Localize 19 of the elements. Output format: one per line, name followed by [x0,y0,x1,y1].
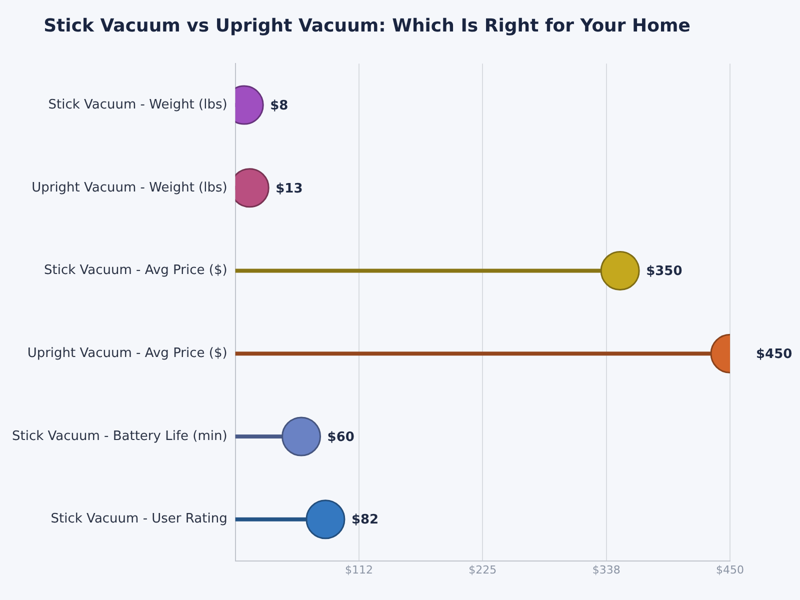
y-tick-label: Stick Vacuum - Weight (lbs) [48,97,228,112]
data-label: $350 [646,264,682,280]
data-label: $82 [351,512,379,528]
x-tick-label: $450 [716,563,744,576]
data-label: $8 [270,98,288,114]
x-tick-label: $225 [468,563,497,576]
data-label: $13 [276,181,303,196]
point [282,416,322,456]
data-label: $60 [327,430,354,445]
y-tick-label: Upright Vacuum - Avg Price ($) [27,346,228,362]
data-label: $450 [756,347,792,362]
y-tick-label: Stick Vacuum - Battery Life (min) [12,428,228,444]
point [306,500,346,540]
chart-title: Stick Vacuum vs Upright Vacuum: Which Is Right for Your Home [44,15,690,36]
y-tick-label: Stick Vacuum - Avg Price ($) [44,263,228,278]
y-tick-label: Upright Vacuum - Weight (lbs) [32,180,228,196]
y-tick-label: Stick Vacuum - User Rating [50,512,228,527]
x-tick-label: $112 [345,563,373,576]
x-tick-label: $338 [592,563,620,576]
